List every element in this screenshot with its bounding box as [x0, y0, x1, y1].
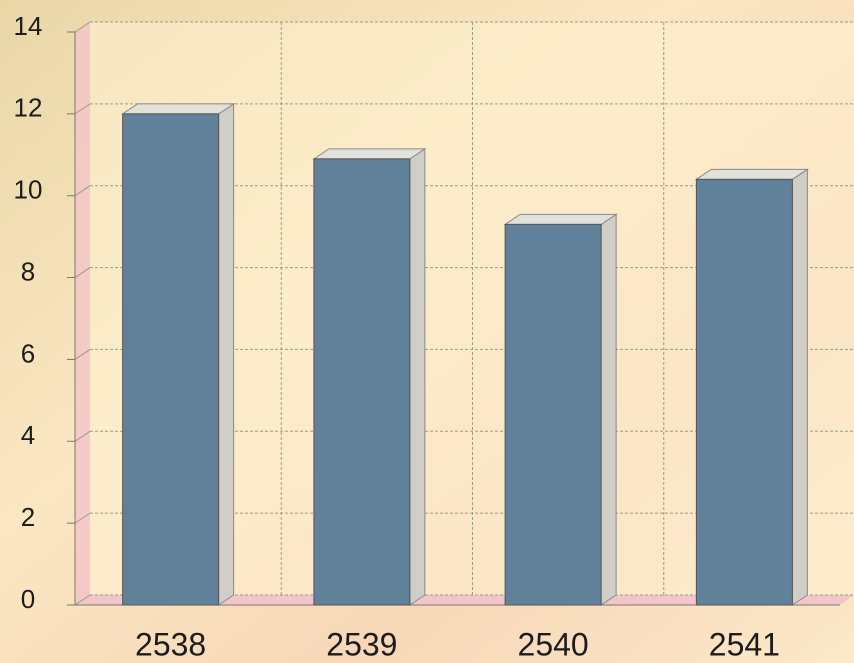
- y-tick-label: 4: [21, 420, 35, 450]
- grid-line: [74, 512, 91, 524]
- x-tick-label: 2538: [135, 626, 206, 662]
- bar-side: [791, 168, 808, 606]
- y-tick-label: 14: [14, 11, 43, 41]
- bar: [122, 113, 220, 606]
- grid-line: [74, 430, 91, 442]
- grid-line: [74, 103, 91, 115]
- bar: [313, 158, 411, 606]
- y-tick-label: 12: [14, 93, 43, 123]
- bar-top: [312, 148, 427, 160]
- grid-line: [74, 349, 91, 360]
- x-tick-label: 2541: [709, 626, 780, 662]
- bar-side: [600, 213, 617, 606]
- grid-line: [74, 21, 91, 33]
- floor: [75, 595, 854, 605]
- grid-line: [74, 594, 91, 606]
- bar: [695, 178, 793, 606]
- grid-line: [74, 185, 91, 197]
- y-tick-label: 2: [21, 502, 35, 532]
- bar-side: [218, 102, 235, 606]
- x-tick-label: 2539: [326, 626, 397, 662]
- x-tick-label: 2540: [518, 626, 589, 662]
- bar-side: [409, 147, 426, 606]
- bar-top: [503, 213, 618, 225]
- grid-line: [74, 267, 91, 278]
- left-wall: [75, 22, 90, 605]
- bar: [504, 223, 602, 606]
- y-tick-label: 6: [21, 338, 35, 368]
- y-tick-label: 0: [21, 584, 35, 614]
- bar-top: [694, 168, 810, 180]
- y-tick-label: 8: [21, 256, 35, 286]
- bar-top: [120, 103, 236, 115]
- y-tick-label: 10: [14, 175, 43, 205]
